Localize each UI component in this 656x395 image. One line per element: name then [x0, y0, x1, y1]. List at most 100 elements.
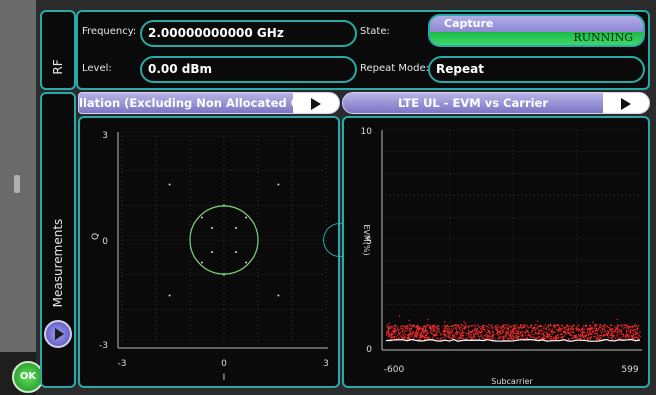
evm-point	[584, 332, 586, 334]
evm-point	[525, 331, 527, 333]
evm-point	[590, 328, 592, 330]
capture-button[interactable]: Capture RUNNING	[428, 14, 645, 47]
evm-point	[609, 329, 611, 331]
evm-point	[389, 325, 391, 328]
evm-point	[517, 327, 519, 329]
evm-point	[425, 334, 428, 336]
evm-point	[601, 330, 604, 332]
evm-point	[589, 338, 592, 340]
evm-point	[537, 333, 539, 335]
evm-point	[454, 333, 456, 335]
evm-point	[538, 333, 540, 335]
evm-point	[388, 322, 390, 325]
evm-point	[555, 324, 557, 327]
evm-point	[614, 329, 616, 331]
evm-point	[553, 324, 556, 326]
evm-point	[470, 325, 473, 327]
evm-point	[539, 325, 541, 327]
evm-point	[425, 336, 427, 338]
evm-point	[464, 328, 466, 330]
evm-point	[527, 327, 529, 329]
evm-point	[637, 327, 639, 329]
evm-point	[629, 329, 631, 331]
evm-point	[450, 332, 452, 334]
evm-point	[612, 335, 615, 337]
evm-point	[407, 334, 409, 336]
evm-point	[389, 335, 391, 337]
ok-button[interactable]: OK	[12, 361, 44, 393]
evm-point	[495, 326, 497, 329]
evm-point	[450, 337, 452, 339]
evm-point	[488, 335, 490, 337]
evm-point	[470, 330, 472, 333]
evm-point	[603, 331, 605, 333]
evm-point	[582, 327, 584, 329]
evm-point	[402, 333, 404, 336]
evm-point	[426, 331, 429, 334]
evm-point	[595, 329, 597, 331]
evm-point	[406, 325, 408, 327]
evm-point	[526, 337, 529, 340]
evm-point	[398, 333, 401, 336]
level-field[interactable]: 0.00 dBm	[140, 56, 357, 83]
evm-point	[492, 339, 494, 341]
evm-point	[387, 326, 390, 328]
constellation-point	[200, 261, 203, 264]
evm-point	[625, 333, 628, 335]
evm-point	[432, 324, 434, 327]
evm-point	[604, 326, 606, 329]
evm-point	[439, 331, 441, 333]
evm-point	[473, 330, 475, 332]
evm-point	[540, 329, 542, 331]
evm-point	[552, 328, 554, 330]
evm-point	[533, 327, 535, 329]
rf-section-label: RF	[51, 59, 65, 75]
evm-point	[616, 318, 618, 321]
cons-x-tick-mid: 0	[221, 359, 227, 369]
evm-point	[592, 331, 594, 334]
evm-point	[398, 329, 400, 331]
evm-point	[439, 334, 442, 336]
evm-point	[589, 325, 591, 327]
subcarrier-axis-label: Subcarrier	[491, 377, 533, 386]
evm-point	[386, 334, 388, 336]
evm-point	[405, 337, 407, 339]
frequency-label: Frequency:	[82, 26, 137, 37]
evm-point	[586, 325, 588, 327]
evm-point	[515, 332, 517, 335]
evm-point	[572, 326, 574, 328]
right-measurement-tab[interactable]: LTE UL - EVM vs Carrier	[342, 92, 650, 114]
evm-point	[546, 334, 549, 336]
right-tab-arrow-button[interactable]	[603, 93, 649, 113]
repeat-mode-field[interactable]: Repeat	[428, 56, 645, 83]
evm-point	[528, 331, 530, 334]
scroll-handle[interactable]	[14, 175, 20, 193]
evm-point	[500, 333, 502, 335]
evm-point	[502, 326, 505, 328]
evm-point	[547, 326, 549, 328]
evm-point	[560, 336, 562, 338]
evm-point	[628, 336, 630, 338]
evm-point	[440, 333, 442, 335]
evm-point	[423, 326, 425, 328]
measurements-play-button[interactable]	[44, 320, 72, 348]
evm-point	[466, 334, 468, 336]
frequency-field[interactable]: 2.00000000000 GHz	[140, 20, 357, 47]
evm-point	[430, 329, 432, 332]
evm-point	[446, 328, 449, 330]
evm-point	[423, 334, 425, 336]
evm-point	[402, 329, 404, 331]
left-tab-arrow-button[interactable]	[293, 93, 339, 113]
evm-point	[410, 327, 412, 330]
state-label: State:	[360, 26, 390, 37]
left-measurement-tab[interactable]: llation (Excluding Non Allocated Ca	[78, 92, 340, 114]
evm-point	[512, 329, 515, 331]
evm-point	[562, 327, 565, 329]
evm-point	[458, 324, 460, 326]
evm-point	[589, 327, 591, 330]
evm-point	[443, 332, 445, 334]
evm-point	[607, 336, 609, 338]
evm-point	[629, 326, 631, 328]
evm-point	[540, 325, 542, 327]
evm-point	[495, 327, 498, 329]
